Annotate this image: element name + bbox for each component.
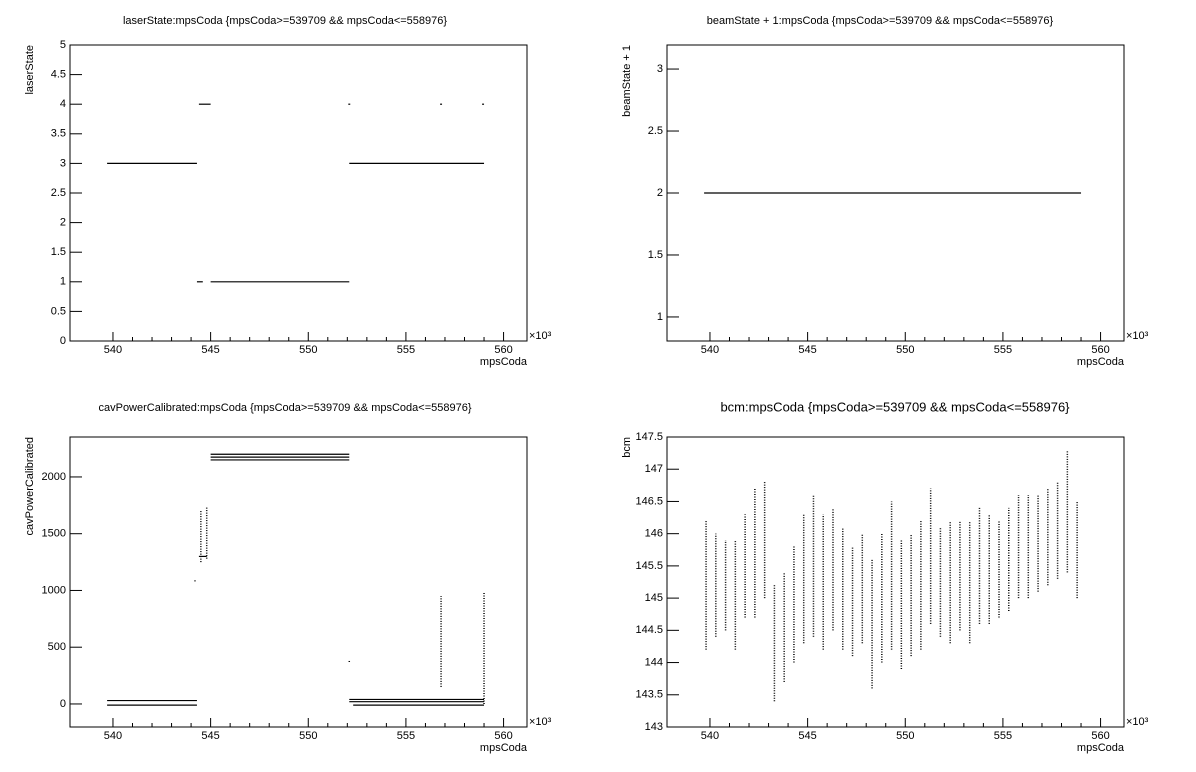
x-tick-label: 560 (494, 730, 512, 742)
x-tick-label: 550 (896, 344, 914, 356)
x-tick-label: 545 (798, 730, 816, 742)
y-tick-label: 4 (60, 98, 66, 110)
x-tick-label: 540 (104, 344, 122, 356)
y-tick-label: 145 (645, 592, 663, 604)
x-tick-label: 550 (299, 730, 317, 742)
x-tick-label: 555 (994, 730, 1012, 742)
y-tick-label: 146.5 (635, 495, 663, 507)
x-tick-label: 540 (701, 344, 719, 356)
y-tick-label: 0 (60, 698, 66, 710)
chart-title: laserState:mpsCoda {mpsCoda>=539709 && m… (123, 15, 447, 27)
x-multiplier: ×10³ (529, 330, 552, 342)
y-tick-label: 5 (60, 39, 66, 51)
x-tick-label: 555 (397, 344, 415, 356)
y-tick-label: 2 (657, 187, 663, 199)
y-tick-label: 147.5 (635, 431, 663, 443)
y-tick-label: 1000 (42, 584, 66, 596)
y-tick-label: 144 (645, 656, 663, 668)
plot-frame (69, 44, 528, 342)
y-tick-label: 144.5 (635, 624, 663, 636)
y-tick-label: 2 (60, 217, 66, 229)
x-multiplier: ×10³ (1126, 330, 1149, 342)
x-tick-label: 550 (896, 730, 914, 742)
plot-frame (666, 436, 1125, 728)
y-tick-label: 3.5 (51, 128, 66, 140)
y-tick-label: 145.5 (635, 560, 663, 572)
y-tick-label: 3 (657, 63, 663, 75)
x-tick-label: 555 (994, 344, 1012, 356)
y-tick-label: 0 (60, 335, 66, 347)
x-tick-label: 545 (201, 344, 219, 356)
y-tick-label: 2.5 (51, 187, 66, 199)
x-tick-label: 550 (299, 344, 317, 356)
y-tick-label: 1500 (42, 528, 66, 540)
x-multiplier: ×10³ (529, 716, 552, 728)
y-tick-label: 2.5 (648, 125, 663, 137)
y-tick-label: 143.5 (635, 689, 663, 701)
y-tick-label: 0.5 (51, 305, 66, 317)
x-tick-label: 540 (104, 730, 122, 742)
y-axis-title: bcm (621, 437, 633, 458)
x-tick-label: 540 (701, 730, 719, 742)
y-tick-label: 147 (645, 463, 663, 475)
y-tick-label: 146 (645, 528, 663, 540)
y-tick-label: 1 (60, 276, 66, 288)
plot-frame (69, 436, 528, 728)
x-tick-label: 555 (397, 730, 415, 742)
y-tick-label: 2000 (42, 471, 66, 483)
x-tick-label: 545 (798, 344, 816, 356)
x-axis-title: mpsCoda (1077, 356, 1125, 368)
x-multiplier: ×10³ (1126, 716, 1149, 728)
y-tick-label: 1 (657, 311, 663, 323)
x-tick-label: 545 (201, 730, 219, 742)
y-axis-title: beamState + 1 (621, 45, 633, 117)
y-axis-title: laserState (24, 45, 36, 95)
x-tick-label: 560 (1091, 730, 1109, 742)
x-tick-label: 560 (1091, 344, 1109, 356)
y-tick-label: 1.5 (51, 246, 66, 258)
x-tick-label: 560 (494, 344, 512, 356)
chart-title: cavPowerCalibrated:mpsCoda {mpsCoda>=539… (98, 402, 471, 414)
x-axis-title: mpsCoda (480, 742, 528, 754)
chart-title: bcm:mpsCoda {mpsCoda>=539709 && mpsCoda<… (720, 399, 1070, 414)
chart-title: beamState + 1:mpsCoda {mpsCoda>=539709 &… (707, 15, 1054, 27)
x-axis-title: mpsCoda (1077, 742, 1125, 754)
y-axis-title: cavPowerCalibrated (24, 437, 36, 535)
x-axis-title: mpsCoda (480, 356, 528, 368)
y-tick-label: 1.5 (648, 249, 663, 261)
y-tick-label: 143 (645, 721, 663, 733)
y-tick-label: 4.5 (51, 69, 66, 81)
y-tick-label: 500 (48, 641, 66, 653)
y-tick-label: 3 (60, 157, 66, 169)
